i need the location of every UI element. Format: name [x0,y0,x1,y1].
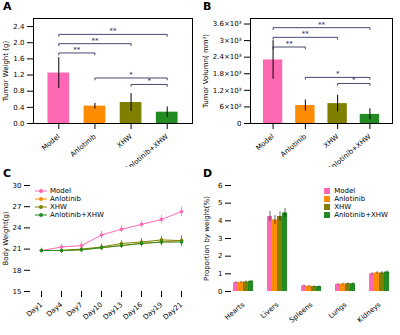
svg-text:Tumor Volumn( mm³): Tumor Volumn( mm³) [202,34,210,109]
svg-text:5: 5 [218,199,222,207]
svg-text:**: ** [318,21,326,29]
svg-text:**: ** [302,30,310,38]
svg-text:*: * [336,70,340,78]
svg-text:30: 30 [13,182,22,190]
svg-text:3×10³: 3×10³ [219,37,241,45]
html-text:C: C [3,167,12,180]
svg-text:Livers: Livers [259,300,280,320]
svg-text:6: 6 [218,182,223,190]
svg-text:0: 0 [218,288,222,296]
svg-text:Day13: Day13 [102,301,125,322]
svg-text:24: 24 [13,224,22,232]
html-text:B: B [203,0,212,13]
html-text:Model: Model [334,187,356,195]
svg-text:Model: Model [40,133,61,153]
html-text:Anlotinib: Anlotinib [334,195,366,203]
svg-text:Anlotinib+XHW: Anlotinib+XHW [123,132,170,174]
svg-text:0.0: 0.0 [13,120,24,128]
svg-text:**: ** [91,37,99,45]
svg-text:1.8×10³: 1.8×10³ [213,70,242,78]
html-text:XHW: XHW [50,203,67,211]
svg-text:**: ** [110,27,118,35]
svg-text:18: 18 [13,267,22,275]
svg-text:2.4×10³: 2.4×10³ [213,53,242,61]
svg-text:1.6: 1.6 [13,55,25,63]
svg-text:*: * [147,77,151,85]
svg-text:1.2×10³: 1.2×10³ [213,87,242,95]
svg-text:Day21: Day21 [162,301,185,322]
svg-text:0.4: 0.4 [13,104,25,112]
svg-text:XHW: XHW [322,133,340,150]
svg-text:Day19: Day19 [142,301,165,322]
html-text:Anlotinib: Anlotinib [50,195,81,203]
svg-text:Model: Model [255,133,276,153]
html-text:Anlotinib+XHW: Anlotinib+XHW [50,211,104,219]
svg-text:Day4: Day4 [45,300,65,318]
svg-text:1: 1 [218,270,222,278]
svg-text:*: * [129,71,133,79]
svg-text:3: 3 [218,235,222,243]
svg-text:2.4: 2.4 [13,23,25,31]
svg-text:Anlotinib: Anlotinib [69,132,98,158]
svg-text:Day16: Day16 [122,300,145,321]
svg-text:Hearts: Hearts [223,300,246,321]
svg-text:0: 0 [237,120,241,128]
svg-text:**: ** [286,40,294,48]
svg-text:Anlotinib: Anlotinib [279,132,308,158]
svg-text:Anlotinib+XHW: Anlotinib+XHW [326,132,373,174]
svg-text:3.6×10³: 3.6×10³ [213,20,242,28]
svg-text:Proportiоn by weight(%): Proportiоn by weight(%) [203,196,211,281]
html-text:Anlotinib+XHW: Anlotinib+XHW [334,211,388,219]
html-text:XHW: XHW [334,203,352,211]
svg-text:1.2: 1.2 [13,71,24,79]
svg-text:21: 21 [13,245,22,253]
svg-text:Kidneys: Kidneys [356,300,382,324]
svg-text:2: 2 [218,252,222,260]
svg-text:4: 4 [218,217,223,225]
html-text:D: D [203,167,213,180]
svg-text:Tumor Weight (g): Tumor Weight (g) [2,41,10,103]
svg-text:Spleens: Spleens [288,300,315,324]
svg-text:Day10: Day10 [82,301,105,322]
svg-text:Lungs: Lungs [327,300,348,320]
svg-text:XHW: XHW [116,133,134,150]
svg-text:Day7: Day7 [65,300,85,319]
svg-text:Day1: Day1 [25,301,44,319]
svg-text:15: 15 [13,288,22,296]
svg-text:2.0: 2.0 [13,39,24,47]
svg-text:27: 27 [13,203,22,211]
html-text:Model: Model [50,187,71,195]
svg-text:Body Weight(g): Body Weight(g) [2,211,10,265]
svg-text:0.8: 0.8 [13,87,24,95]
html-text:A: A [3,0,12,13]
svg-text:**: ** [73,46,81,54]
svg-text:6×10²: 6×10² [219,103,241,111]
